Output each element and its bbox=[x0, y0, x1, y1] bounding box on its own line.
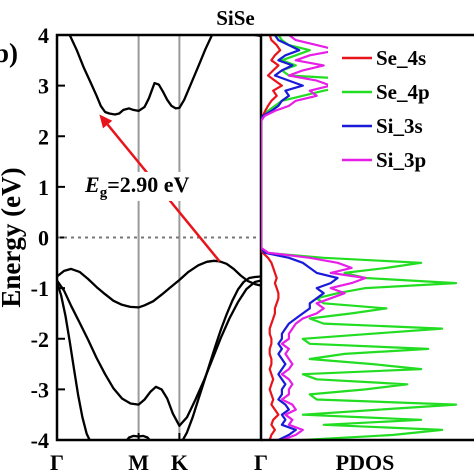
legend-label: Si_3p bbox=[376, 148, 426, 172]
band-line-6 bbox=[181, 275, 261, 440]
panel-label-fragment: b) bbox=[0, 38, 18, 68]
legend-background bbox=[328, 40, 468, 190]
band-gap-symbol: E bbox=[84, 172, 100, 197]
chart-title: SiSe bbox=[216, 6, 255, 30]
band-gap-value: =2.90 eV bbox=[107, 172, 189, 197]
y-tick-label: -1 bbox=[31, 276, 49, 301]
pdos-line-si-3s bbox=[261, 35, 339, 440]
y-tick-label: -4 bbox=[31, 428, 49, 453]
y-tick-label: -2 bbox=[31, 327, 49, 352]
y-tick-label: 1 bbox=[38, 175, 49, 200]
band-gap-arrowhead bbox=[99, 114, 113, 129]
band-lines bbox=[57, 35, 261, 440]
kpath-label: Γ bbox=[50, 450, 64, 474]
pdos-lines bbox=[261, 35, 458, 440]
band-gap-label-background bbox=[82, 171, 192, 201]
band-gap-annotation: Eg=2.90 eV bbox=[82, 114, 221, 263]
kpath-label: M bbox=[128, 450, 149, 474]
band-y-ticks: -4 -3 -2 -1 0 1 2 3 4 bbox=[31, 23, 65, 453]
band-gap-subscript: g bbox=[100, 185, 108, 201]
band-line-3 bbox=[57, 279, 261, 427]
y-tick-label: 0 bbox=[38, 226, 49, 251]
band-line-4 bbox=[57, 281, 91, 440]
pdos-line-si-3p bbox=[261, 35, 367, 440]
y-tick-label: 4 bbox=[38, 23, 49, 48]
legend-label: Se_4s bbox=[376, 46, 426, 70]
band-gap-label: Eg=2.90 eV bbox=[84, 172, 189, 201]
pdos-legend: Se_4s Se_4p Si_3s Si_3p bbox=[328, 40, 468, 190]
kpath-label: Γ bbox=[254, 450, 268, 474]
legend-label: Se_4p bbox=[376, 80, 430, 104]
y-axis-title-group: Energy (eV) bbox=[0, 167, 26, 307]
band-kpoint-lines bbox=[137, 35, 181, 440]
y-axis-title: Energy (eV) bbox=[0, 167, 26, 307]
pdos-x-axis-label: PDOS bbox=[336, 450, 395, 474]
y-tick-label: -3 bbox=[31, 377, 49, 402]
y-tick-label: 2 bbox=[38, 124, 49, 149]
pdos-line-se-4s bbox=[261, 35, 283, 440]
kpath-label: K bbox=[171, 450, 188, 474]
y-tick-label: 3 bbox=[38, 74, 49, 99]
legend-label: Si_3s bbox=[376, 114, 423, 138]
band-line-2 bbox=[57, 259, 261, 309]
pdos-plot-frame bbox=[261, 33, 474, 442]
band-line-1 bbox=[57, 35, 261, 116]
